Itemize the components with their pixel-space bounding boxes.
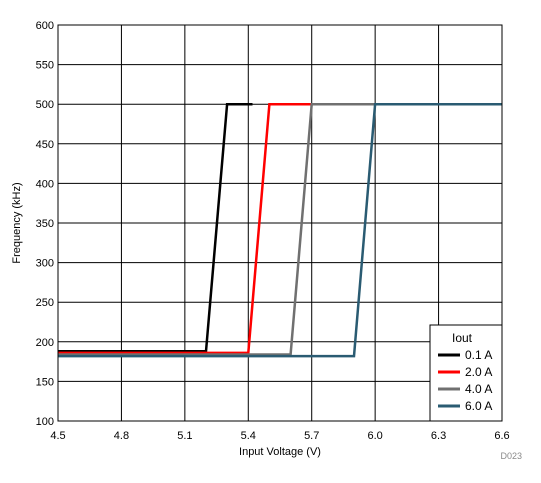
legend: Iout 0.1 A 2.0 A 4.0 A 6.0 A — [429, 324, 503, 422]
y-tick-label: 300 — [36, 258, 54, 270]
y-tick-label: 400 — [36, 178, 54, 190]
y-tick-label: 150 — [36, 376, 54, 388]
x-tick-label: 5.7 — [304, 430, 319, 442]
series-line-0-1-a — [58, 102, 253, 353]
series-line-2-0-a — [58, 102, 314, 355]
legend-label: 6.0 A — [465, 399, 492, 413]
x-tick-label: 4.8 — [114, 430, 129, 442]
x-tick-label: 6.6 — [494, 430, 509, 442]
plot-area-frame — [57, 24, 503, 422]
data-series — [58, 102, 502, 358]
series-line-6-0-a — [58, 102, 502, 358]
y-tick-label: 100 — [36, 416, 54, 428]
y-tick-label: 550 — [36, 60, 54, 72]
y-tick-label: 600 — [36, 20, 54, 32]
y-axis-ticks: 100 150 200 250 300 350 400 450 500 550 600 — [36, 20, 54, 428]
x-tick-label: 5.1 — [177, 430, 192, 442]
y-axis-title: Frequency (kHz) — [11, 182, 23, 263]
y-tick-label: 250 — [36, 297, 54, 309]
x-tick-label: 6.3 — [431, 430, 446, 442]
legend-label: 2.0 A — [465, 365, 492, 379]
x-tick-label: 4.5 — [50, 430, 65, 442]
x-tick-label: 6.0 — [367, 430, 382, 442]
x-tick-label: 5.4 — [241, 430, 256, 442]
y-tick-label: 200 — [36, 337, 54, 349]
legend-title: Iout — [452, 331, 473, 345]
x-axis-ticks: 4.5 4.8 5.1 5.4 5.7 6.0 6.3 6.6 — [50, 430, 509, 442]
series-line-4-0-a — [58, 102, 376, 356]
y-tick-label: 500 — [36, 99, 54, 111]
figure-code: D023 — [500, 451, 522, 461]
legend-items: 0.1 A 2.0 A 4.0 A 6.0 A — [438, 348, 492, 413]
legend-label: 4.0 A — [465, 382, 492, 396]
x-axis-title: Input Voltage (V) — [239, 446, 321, 458]
y-tick-label: 350 — [36, 218, 54, 230]
y-tick-label: 450 — [36, 139, 54, 151]
legend-label: 0.1 A — [465, 348, 492, 362]
